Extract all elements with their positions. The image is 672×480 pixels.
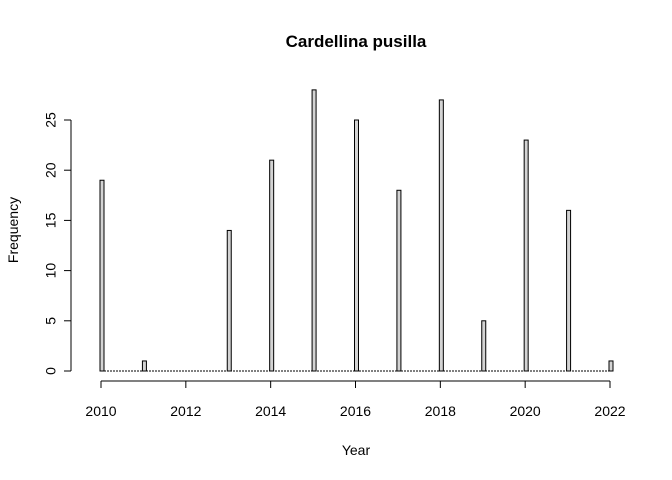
- bar-2020: [523, 139, 529, 372]
- bar-2018: [438, 99, 444, 372]
- x-tick-label: 2018: [425, 403, 456, 419]
- x-tick-label: 2014: [255, 403, 286, 419]
- x-tick-label: 2022: [594, 403, 625, 419]
- x-tick-label: 2016: [340, 403, 371, 419]
- plot-area: 0 5 10 15 20 25 2010 2012 2014 2016 2018 2020 2022: [43, 89, 626, 419]
- y-tick-label: 15: [43, 212, 59, 228]
- x-tick-label: 2012: [170, 403, 201, 419]
- bar-2016: [354, 119, 359, 372]
- bar-2022: [608, 360, 614, 372]
- bar-2019: [481, 320, 487, 372]
- chart-title: Cardellina pusilla: [286, 32, 427, 51]
- y-tick-label: 5: [43, 317, 59, 325]
- y-tick-label: 0: [43, 367, 59, 375]
- y-axis-label: Frequency: [5, 197, 21, 263]
- y-tick-label: 10: [43, 263, 59, 279]
- x-axis-label: Year: [342, 442, 371, 458]
- x-tick-label: 2020: [510, 403, 541, 419]
- bar-2017: [396, 189, 402, 372]
- bar-2011: [141, 360, 147, 372]
- y-tick-label: 25: [43, 112, 59, 128]
- bar-2010: [99, 179, 105, 372]
- bar-2014: [269, 159, 275, 372]
- y-tick-label: 20: [43, 162, 59, 178]
- x-tick-label: 2010: [85, 403, 116, 419]
- bar-2015: [311, 89, 317, 372]
- bar-2013: [226, 229, 232, 372]
- bar-2021: [566, 209, 572, 372]
